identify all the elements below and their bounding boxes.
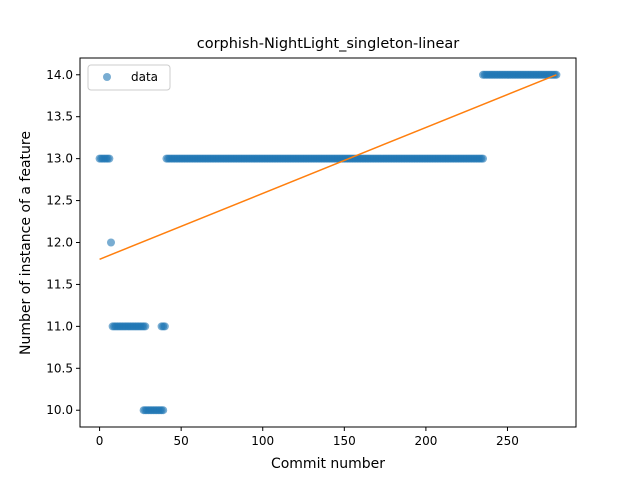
legend-marker-data	[103, 73, 111, 81]
legend-box	[87, 64, 171, 91]
y-axis-label: Number of instance of a feature	[18, 131, 34, 355]
x-tick-label: 250	[496, 434, 519, 448]
y-tick-label: 10.0	[46, 403, 73, 417]
x-tick-label: 0	[96, 434, 104, 448]
y-axis-ticks: 10.0 10.5 11.0 11.5 12.0 12.5 13.0 13.5 14.0	[46, 68, 80, 417]
legend: data	[87, 64, 171, 91]
y-tick-label: 11.0	[46, 319, 73, 333]
y-tick-label: 11.5	[46, 277, 73, 291]
data-point	[141, 322, 150, 331]
legend-label-data: data	[131, 70, 158, 84]
x-tick-label: 100	[251, 434, 274, 448]
x-axis-label: Commit number	[271, 456, 385, 472]
y-tick-label: 13.0	[46, 152, 73, 166]
data-point	[107, 238, 115, 247]
x-tick-label: 50	[174, 434, 189, 448]
plot-area	[79, 57, 577, 428]
data-point	[160, 322, 169, 331]
y-tick-label: 13.5	[46, 110, 73, 124]
y-tick-label: 12.5	[46, 194, 73, 208]
chart-title: corphish-NightLight_singleton-linear	[197, 36, 460, 52]
data-point	[105, 154, 114, 163]
data-point	[479, 154, 487, 163]
y-tick-label: 10.5	[46, 361, 73, 375]
x-tick-label: 200	[414, 434, 437, 448]
x-tick-label: 150	[333, 434, 356, 448]
y-tick-label: 12.0	[46, 236, 73, 250]
x-axis-ticks: 0 50 100 150 200 250	[96, 427, 519, 448]
y-tick-label: 14.0	[46, 68, 73, 82]
data-point	[159, 406, 168, 415]
fit-line	[99, 74, 557, 260]
